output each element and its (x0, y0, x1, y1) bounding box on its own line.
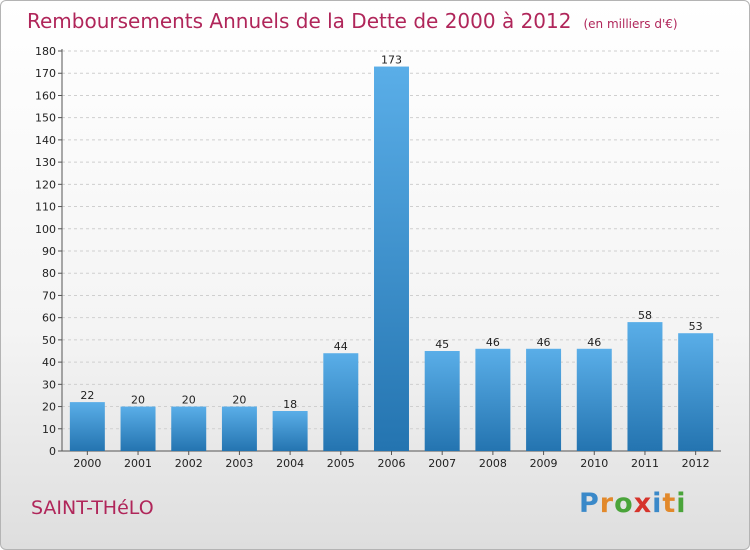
bar (424, 351, 460, 451)
bar (69, 402, 105, 451)
x-tick-label: 2004 (276, 457, 304, 470)
x-tick-label: 2001 (124, 457, 152, 470)
logo-letter: x (633, 488, 653, 519)
data-label: 44 (334, 340, 348, 353)
x-tick-labels: 2000 2001 2002 2003 2004 2005 2006 2007 2008 2009… (73, 457, 709, 470)
logo-letter: o (614, 488, 634, 519)
logo-letter: i (676, 488, 687, 519)
bars (69, 66, 714, 452)
bar (475, 348, 511, 451)
y-tick-label: 80 (42, 267, 56, 280)
bar (171, 406, 207, 451)
x-tick-label: 2012 (682, 457, 710, 470)
chart-title: Remboursements Annuels de la Dette de 20… (27, 9, 678, 33)
bar (120, 406, 156, 451)
x-tick-label: 2008 (479, 457, 507, 470)
data-label: 46 (537, 336, 551, 349)
data-label: 22 (80, 389, 94, 402)
data-label: 46 (486, 336, 500, 349)
bar (526, 348, 562, 451)
data-label: 46 (587, 336, 601, 349)
bar (374, 66, 409, 452)
x-tick-label: 2002 (175, 457, 203, 470)
y-tick-label: 90 (42, 245, 56, 258)
logo-letter: t (662, 488, 677, 519)
x-tick-label: 2011 (631, 457, 659, 470)
y-tick-label: 130 (35, 156, 56, 169)
y-tick-label: 100 (35, 223, 56, 236)
x-tick-label: 2009 (530, 457, 558, 470)
y-tick-label: 0 (49, 445, 56, 458)
x-tick-label: 2006 (378, 457, 406, 470)
y-tick-label: 110 (35, 201, 56, 214)
y-tick-label: 40 (42, 356, 56, 369)
y-tick-label: 160 (35, 89, 56, 102)
logo-letter: r (599, 488, 615, 519)
chart-title-text: Remboursements Annuels de la Dette de 20… (27, 9, 572, 33)
data-label: 173 (381, 54, 402, 67)
y-tick-label: 20 (42, 401, 56, 414)
bar (678, 333, 714, 451)
logo-letter: P (579, 488, 600, 519)
y-tick-label: 120 (35, 178, 56, 191)
y-tick-label: 50 (42, 334, 56, 347)
data-label: 53 (689, 320, 703, 333)
y-tick-label: 10 (42, 423, 56, 436)
data-label: 18 (283, 398, 297, 411)
bar (627, 322, 663, 451)
commune-name: SAINT-THéLO (31, 497, 154, 519)
data-label: 20 (182, 394, 196, 407)
y-tick-labels: 0 10 20 30 40 50 60 70 80 90 100 110 120 130 140 150 160… (35, 45, 56, 458)
y-tick-label: 30 (42, 378, 56, 391)
data-labels: 22 20 20 20 18 44 173 45 46 46 46 58 53 (80, 54, 702, 411)
y-tick-label: 150 (35, 112, 56, 125)
chart-title-unit: (en milliers d'€) (583, 17, 678, 31)
x-tick-label: 2005 (327, 457, 355, 470)
data-label: 58 (638, 309, 652, 322)
bar (323, 353, 359, 451)
y-tick-label: 170 (35, 67, 56, 80)
data-label: 20 (131, 394, 145, 407)
y-tick-label: 70 (42, 289, 56, 302)
x-tick-label: 2010 (580, 457, 608, 470)
proxiti-logo: Proxiti (579, 488, 687, 519)
y-tick-label: 60 (42, 312, 56, 325)
bar (576, 348, 612, 451)
bar (221, 406, 257, 451)
y-tick-label: 140 (35, 134, 56, 147)
y-tick-label: 180 (35, 45, 56, 58)
data-label: 45 (435, 338, 449, 351)
bar (272, 411, 308, 451)
x-tick-label: 2000 (73, 457, 101, 470)
x-tick-label: 2007 (428, 457, 456, 470)
x-tick-label: 2003 (225, 457, 253, 470)
data-label: 20 (232, 394, 246, 407)
logo-letter: i (652, 488, 663, 519)
